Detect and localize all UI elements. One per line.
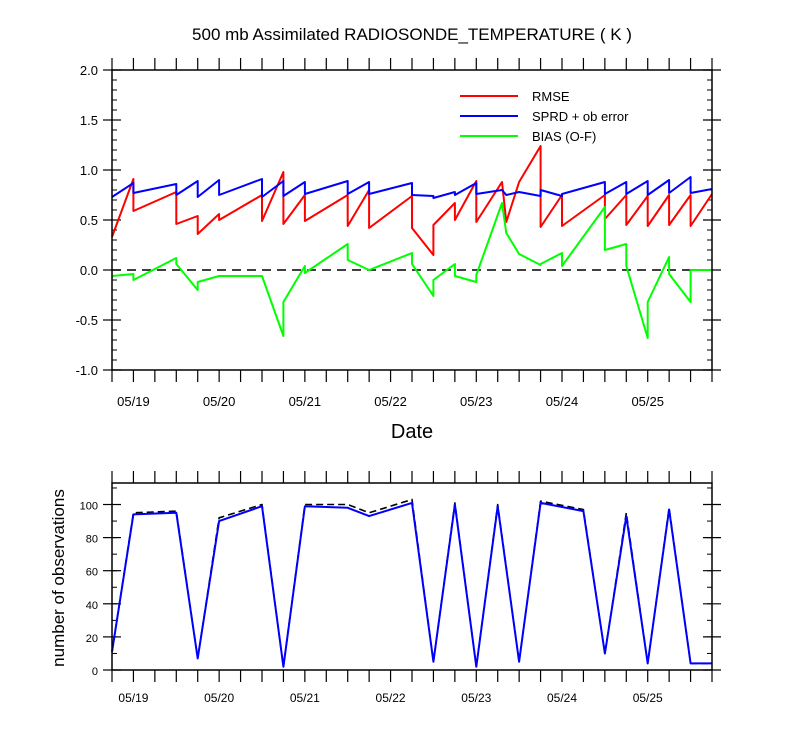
x-tick-label: 05/21 [290,691,320,705]
x-tick-label: 05/24 [546,394,579,409]
legend-label: SPRD + ob error [532,109,629,124]
legend-label: BIAS (O-F) [532,129,596,144]
top-x-tick-labels: 05/19 05/20 05/21 05/22 05/23 05/24 05/25 [117,394,664,409]
top-plot-area: -1.0-0.50.00.51.01.52.0 05/19 05/20 05/21 0… [76,58,721,409]
x-tick-label: 05/20 [203,394,236,409]
chart-title: 500 mb Assimilated RADIOSONDE_TEMPERATUR… [192,25,632,44]
x-tick-label: 05/21 [289,394,322,409]
y-tick-label: 20 [86,633,98,645]
x-tick-label: 05/23 [461,691,491,705]
bottom-series-group [111,498,712,668]
y-tick-label: 1.5 [80,113,98,128]
x-tick-label: 05/23 [460,394,493,409]
legend-label: RMSE [532,89,570,104]
bottom-y-tick-labels: 0 20 40 60 80 100 [80,501,98,678]
top-y-tick-labels: -1.0 -0.5 0.0 0.5 1.0 1.5 2.0 [76,63,98,378]
series-line-sprd-ob-error [111,176,713,199]
legend: RMSE SPRD + ob error BIAS (O-F) [460,89,629,144]
x-tick-label: 05/19 [117,394,150,409]
x-tick-label: 05/25 [633,691,663,705]
y-tick-label: 100 [80,501,98,513]
bottom-x-tick-labels: 05/19 05/20 05/21 05/22 05/23 05/24 05/25 [118,691,663,705]
y-tick-label: 60 [86,567,98,579]
y-tick-label: 80 [86,534,98,546]
top-plot-frame [111,69,713,371]
y-tick-label: 2.0 [80,63,98,78]
y-tick-label: -0.5 [76,313,98,328]
top-series-group [111,145,713,339]
bottom-plot-frame [111,482,713,671]
series-line-bias-o-f [111,202,712,339]
y-tick-label: 0 [92,666,98,678]
y-tick-label: 1.0 [80,163,98,178]
x-axis-label: Date [391,421,433,443]
y-tick-label: 40 [86,600,98,612]
series-line-observations-dashed [111,498,712,668]
x-tick-label: 05/25 [631,394,664,409]
y-tick-label: 0.0 [80,263,98,278]
x-tick-label: 05/24 [547,691,577,705]
series-line-rmse [111,145,713,256]
series-line-observations [111,501,712,668]
y-tick-label: 0.5 [80,213,98,228]
x-tick-label: 05/19 [118,691,148,705]
x-tick-label: 05/22 [374,394,407,409]
y-tick-label: -1.0 [76,363,98,378]
y-axis-label-observations: number of observations [49,489,68,667]
x-tick-label: 05/22 [376,691,406,705]
x-tick-label: 05/20 [204,691,234,705]
